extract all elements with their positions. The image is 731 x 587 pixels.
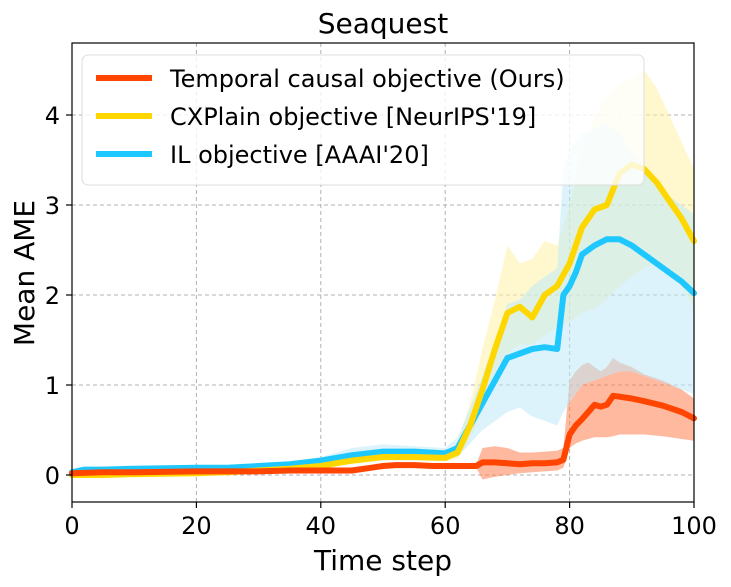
x-axis-label: Time step — [313, 544, 452, 577]
legend-box — [81, 54, 645, 186]
y-tick-label: 3 — [45, 192, 60, 220]
y-tick-label: 0 — [45, 462, 60, 490]
y-tick-label: 2 — [45, 282, 60, 310]
legend-label-1: Temporal causal objective (Ours) — [169, 65, 565, 93]
x-tick-label: 60 — [430, 512, 461, 540]
plot-frame — [71, 42, 695, 503]
legend-label-3: IL objective [AAAI'20] — [170, 141, 429, 169]
x-tick-label: 100 — [671, 512, 717, 540]
x-tick-label: 20 — [181, 512, 212, 540]
series-line-1 — [69, 392, 697, 477]
x-tick-label: 80 — [554, 512, 585, 540]
chart-title: Seaquest — [318, 7, 448, 40]
y-tick-label: 4 — [45, 102, 60, 130]
x-tick-label: 40 — [306, 512, 337, 540]
legend-label-2: CXPlain objective [NeurIPS'19] — [170, 103, 536, 131]
y-axis-label: Mean AME — [8, 200, 41, 346]
y-tick-label: 1 — [45, 372, 60, 400]
axis-ticks: 0 20 40 60 80 100 0 1 2 3 4 — [45, 102, 717, 540]
series-line-3 — [69, 236, 697, 476]
confidence-band-3 — [72, 124, 694, 474]
legend: Temporal causal objective (Ours) CXPlain … — [81, 54, 645, 186]
x-tick-label: 0 — [64, 512, 79, 540]
